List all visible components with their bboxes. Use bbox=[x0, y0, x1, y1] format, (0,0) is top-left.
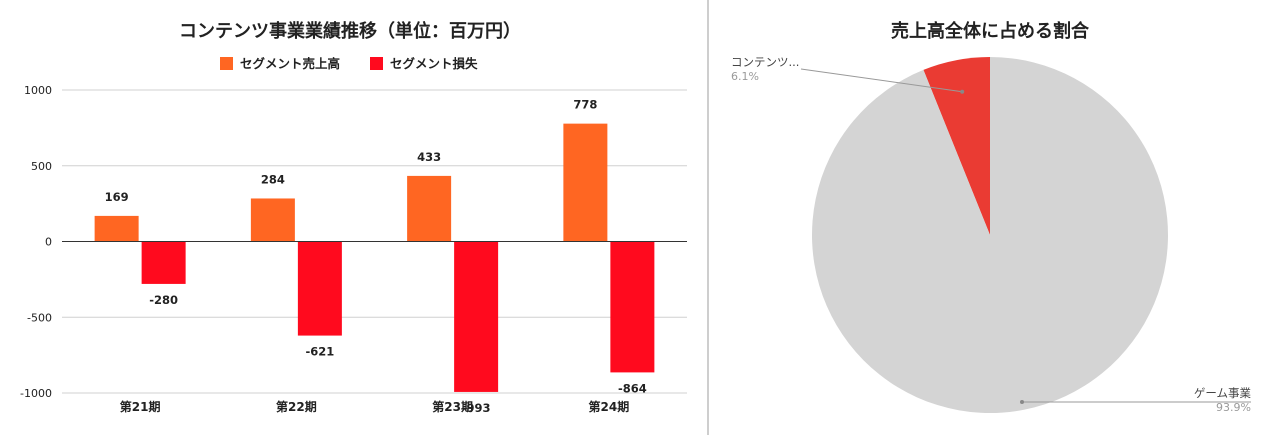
leader-dot bbox=[960, 89, 965, 94]
y-tick-label: 500 bbox=[31, 160, 52, 173]
bar-loss bbox=[297, 241, 342, 336]
pie-slice-label: ゲーム事業 bbox=[1194, 386, 1252, 400]
pie-slice bbox=[812, 57, 1168, 413]
x-axis-categories: 第21期 第22期 第23期 第24期 bbox=[120, 399, 629, 414]
leader-line bbox=[800, 68, 963, 93]
x-category-label: 第23期 bbox=[432, 399, 473, 414]
bar-sales bbox=[94, 215, 139, 242]
y-tick-label: -1000 bbox=[20, 387, 52, 400]
y-tick-label: 1000 bbox=[24, 84, 52, 97]
bar-legend: セグメント売上高 セグメント損失 bbox=[220, 56, 478, 71]
y-axis-ticks: 1000 500 0 -500 -1000 bbox=[20, 84, 52, 400]
pie-chart-title: 売上高全体に占める割合 bbox=[891, 20, 1090, 42]
data-label: -993 bbox=[462, 401, 491, 415]
leader-dot bbox=[1020, 400, 1024, 404]
pie-slice-percent: 6.1% bbox=[731, 70, 759, 83]
legend-label-loss: セグメント損失 bbox=[390, 56, 478, 71]
bars bbox=[94, 123, 655, 392]
pie-slices bbox=[812, 57, 1168, 413]
bar-loss bbox=[454, 241, 499, 392]
data-label: -864 bbox=[618, 381, 647, 395]
data-label: 433 bbox=[417, 150, 441, 164]
x-category-label: 第22期 bbox=[276, 399, 317, 414]
bar-chart: コンテンツ事業業績推移（単位：百万円） セグメント売上高 セグメント損失 100… bbox=[20, 20, 687, 415]
y-tick-label: 0 bbox=[45, 236, 52, 249]
bar-sales bbox=[563, 123, 608, 242]
x-category-label: 第21期 bbox=[120, 399, 161, 414]
legend-swatch-sales bbox=[220, 57, 233, 70]
bar-sales bbox=[407, 175, 452, 242]
data-label: 169 bbox=[105, 190, 129, 204]
data-label: -621 bbox=[305, 345, 334, 359]
data-labels: 169 -280 284 -621 433 -993 778 -864 bbox=[105, 98, 647, 415]
data-label: 284 bbox=[261, 172, 285, 186]
bar-sales bbox=[250, 198, 295, 242]
bar-chart-title: コンテンツ事業業績推移（単位：百万円） bbox=[179, 20, 521, 42]
bar-loss bbox=[610, 241, 655, 373]
legend-label-sales: セグメント売上高 bbox=[240, 56, 340, 71]
legend-swatch-loss bbox=[370, 57, 383, 70]
data-label: 778 bbox=[573, 98, 597, 112]
pie-slice-label: コンテンツ... bbox=[731, 55, 799, 69]
x-category-label: 第24期 bbox=[589, 399, 630, 414]
y-tick-label: -500 bbox=[27, 311, 52, 324]
pie-slice bbox=[923, 57, 990, 235]
data-label: -280 bbox=[149, 293, 178, 307]
bar-loss bbox=[141, 241, 186, 284]
pie-slice-percent: 93.9% bbox=[1216, 401, 1251, 414]
